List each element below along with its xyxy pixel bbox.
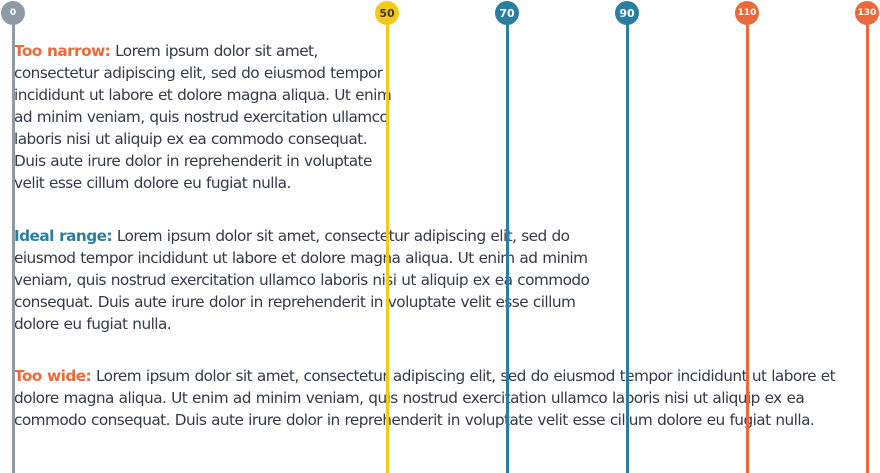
paragraph-label: Too narrow:: [14, 42, 111, 60]
paragraph-text: Lorem ipsum dolor sit amet, consectetur …: [14, 42, 392, 192]
paragraph-text: Lorem ipsum dolor sit amet, consectetur …: [14, 227, 590, 333]
guide-marker: 90: [615, 1, 639, 25]
guide-line: [12, 13, 15, 473]
paragraph-too-narrow: Too narrow: Lorem ipsum dolor sit amet, …: [14, 40, 394, 194]
paragraph-label: Too wide:: [14, 367, 92, 385]
guide-marker: 50: [375, 1, 399, 25]
paragraph-text: Lorem ipsum dolor sit amet, consectetur …: [14, 367, 836, 429]
guide-marker: 110: [735, 1, 759, 25]
guide-line: [386, 13, 389, 473]
guide-line: [626, 13, 629, 473]
guide-line: [506, 13, 509, 473]
guide-line: [746, 13, 749, 473]
paragraph-label: Ideal range:: [14, 227, 113, 245]
guide-marker: 70: [495, 1, 519, 25]
paragraph-too-wide: Too wide: Lorem ipsum dolor sit amet, co…: [14, 365, 854, 431]
paragraph-ideal-range: Ideal range: Lorem ipsum dolor sit amet,…: [14, 225, 608, 335]
guide-line: [866, 13, 869, 473]
guide-marker: 0: [1, 1, 25, 25]
guide-marker: 130: [855, 1, 879, 25]
